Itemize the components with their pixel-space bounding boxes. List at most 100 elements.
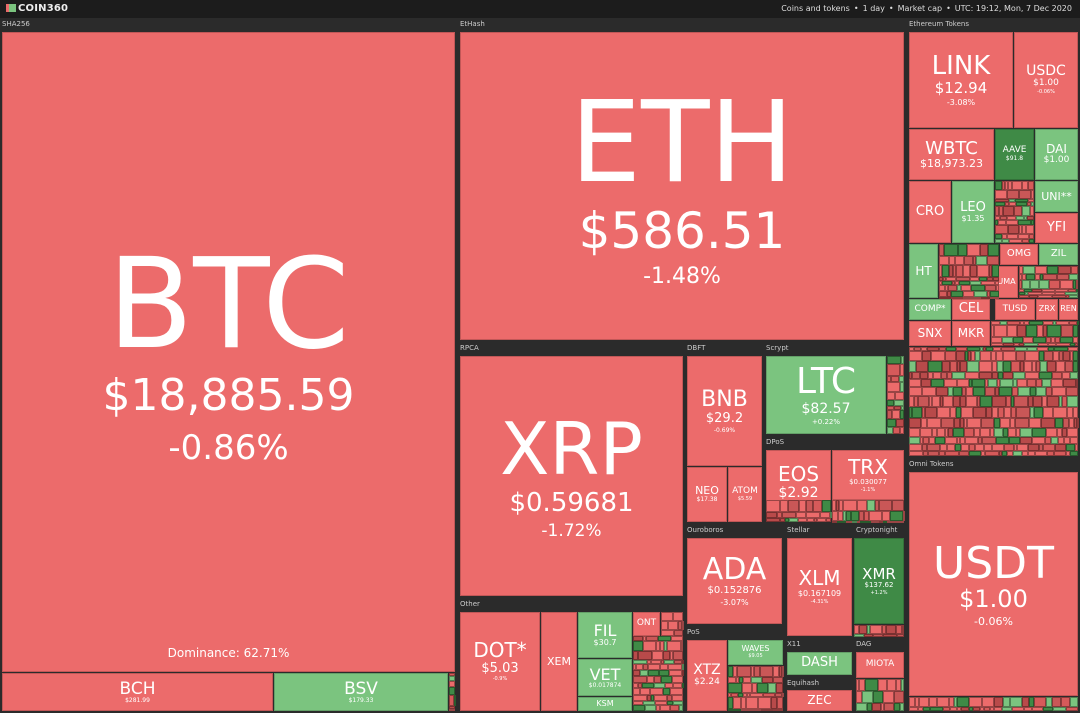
coin-price: $30.7 [593, 638, 617, 648]
mini-tile [1075, 343, 1078, 346]
coin-price: $0.030077 [849, 477, 887, 486]
coin-tile[interactable]: DAI $1.00 [1035, 129, 1078, 180]
mini-tile [1008, 225, 1019, 234]
coin-tile[interactable]: COMP* [909, 299, 951, 320]
mini-tile [1025, 351, 1039, 361]
coin-tile[interactable]: REN [1059, 299, 1078, 320]
mini-tile [981, 451, 985, 456]
group-label: DBFT [687, 344, 706, 352]
mini-tile [854, 634, 864, 637]
mini-tile [733, 666, 737, 677]
coin-tile[interactable]: LTC $82.57 +0.22% [766, 356, 886, 434]
mini-tile [946, 347, 956, 351]
mini-tile [948, 428, 953, 437]
coin-tile[interactable]: CEL [952, 299, 990, 320]
mini-tile [846, 521, 852, 523]
coin-tile[interactable]: USDT $1.00 -0.06% [909, 472, 1078, 696]
coin-tile[interactable]: TUSD [995, 299, 1035, 320]
mini-tile [896, 625, 902, 634]
coin-tile[interactable]: ZIL [1039, 244, 1078, 265]
coin-tile[interactable]: XMR $137.62 +1.2% [854, 538, 904, 624]
mini-tile [961, 407, 973, 418]
mini-tile [996, 351, 1003, 361]
coin-tile[interactable]: ZRX [1036, 299, 1058, 320]
mini-tile [1019, 343, 1024, 346]
mini-tile [939, 281, 942, 285]
coin-tile[interactable]: FIL $30.7 [578, 612, 632, 658]
mini-tile [939, 265, 942, 277]
coin-tile[interactable]: KSM [578, 697, 632, 711]
mini-tile [1022, 280, 1030, 289]
mini-tile [1037, 325, 1043, 337]
mini-tile [749, 709, 761, 711]
coin-tile[interactable]: CRO [909, 181, 951, 243]
coin-tile[interactable]: ADA $0.152876 -3.07% [687, 538, 782, 624]
coin-tile[interactable]: YFI [1035, 213, 1078, 243]
mini-tile [1046, 428, 1057, 437]
mini-tile [965, 351, 968, 361]
filter-item[interactable]: Market cap [897, 4, 943, 13]
mini-tile [1012, 181, 1022, 190]
coin-tile[interactable]: ONT [633, 612, 660, 636]
coin-price: $1.00 [1033, 78, 1059, 89]
mini-tile [839, 500, 843, 511]
coin-tile[interactable]: XRP $0.59681 -1.72% [460, 356, 683, 596]
coin-tile[interactable]: BNB $29.2 -0.69% [687, 356, 762, 466]
coin-tile[interactable]: OMG [1000, 244, 1038, 265]
coin-tile[interactable]: LEO $1.35 [952, 181, 994, 243]
mini-tile [777, 512, 782, 518]
mini-tile [909, 451, 923, 456]
coin-tile[interactable]: ZEC [787, 690, 852, 711]
mini-tile [633, 701, 643, 705]
coin-tile[interactable]: HT [909, 244, 938, 298]
coin-tile[interactable]: XLM $0.167109 -4.31% [787, 538, 852, 636]
coin-tile[interactable]: TRX $0.030077 -1.1% [832, 450, 904, 500]
logo[interactable]: COIN360 [6, 3, 68, 14]
mini-tile [761, 709, 773, 711]
mini-tile [957, 697, 969, 707]
coin-tile[interactable]: MIOTA [856, 652, 904, 678]
coin-tile[interactable]: MKR [952, 321, 990, 346]
mini-tile [950, 361, 957, 372]
coin-tile[interactable]: BTC $18,885.59 -0.86% [2, 32, 455, 672]
mini-tile [1053, 321, 1056, 325]
coin-tile[interactable]: NEO $17.38 [687, 467, 727, 522]
mini-tile [980, 428, 990, 437]
mini-tile [970, 265, 977, 277]
mini-tile [654, 695, 667, 701]
coin-tile[interactable]: UNI** [1035, 181, 1078, 212]
coin-tile[interactable]: SNX [909, 321, 951, 346]
mini-tile [954, 418, 960, 428]
coin-tile[interactable]: LINK $12.94 -3.08% [909, 32, 1013, 128]
coin-tile[interactable]: VET $0.017874 [578, 659, 632, 696]
mini-tile [1010, 418, 1015, 428]
mini-tile [671, 636, 683, 641]
mini-tile [1042, 379, 1051, 387]
coin-tile[interactable]: ATOM $5.59 [728, 467, 762, 522]
coin-tile[interactable]: USDC $1.00 -0.06% [1014, 32, 1078, 128]
coin-tile[interactable]: XEM [541, 612, 577, 711]
mini-tile [939, 256, 949, 265]
mini-tile [728, 697, 733, 709]
coin-tile[interactable]: DOT* $5.03 -0.9% [460, 612, 540, 711]
mini-tile [980, 351, 991, 361]
coin-tile[interactable]: ETH $586.51 -1.48% [460, 32, 904, 340]
mini-tile [991, 321, 1000, 325]
coin-tile[interactable]: DASH [787, 652, 852, 675]
filter-item[interactable]: UTC: 19:12, Mon, 7 Dec 2020 [954, 4, 1072, 13]
coin-tile[interactable]: WAVES $9.05 [728, 640, 783, 665]
coin-tile[interactable]: XTZ $2.24 [687, 640, 727, 711]
mini-tile [1028, 451, 1035, 456]
mini-tile [1065, 292, 1078, 295]
coin-tile[interactable]: WBTC $18,973.23 [909, 129, 994, 180]
mini-tile [984, 707, 990, 711]
mini-tile [992, 361, 997, 372]
mini-tile [651, 695, 654, 701]
coin-tile[interactable]: AAVE $91.8 [995, 129, 1034, 180]
filter-item[interactable]: 1 day [862, 4, 885, 13]
coin-tile[interactable]: BCH $281.99 [2, 673, 273, 711]
coin-tile[interactable]: BSV $179.33 [274, 673, 448, 711]
mini-tile [981, 297, 990, 299]
filter-item[interactable]: Coins and tokens [781, 4, 850, 13]
mini-tile [912, 407, 922, 418]
